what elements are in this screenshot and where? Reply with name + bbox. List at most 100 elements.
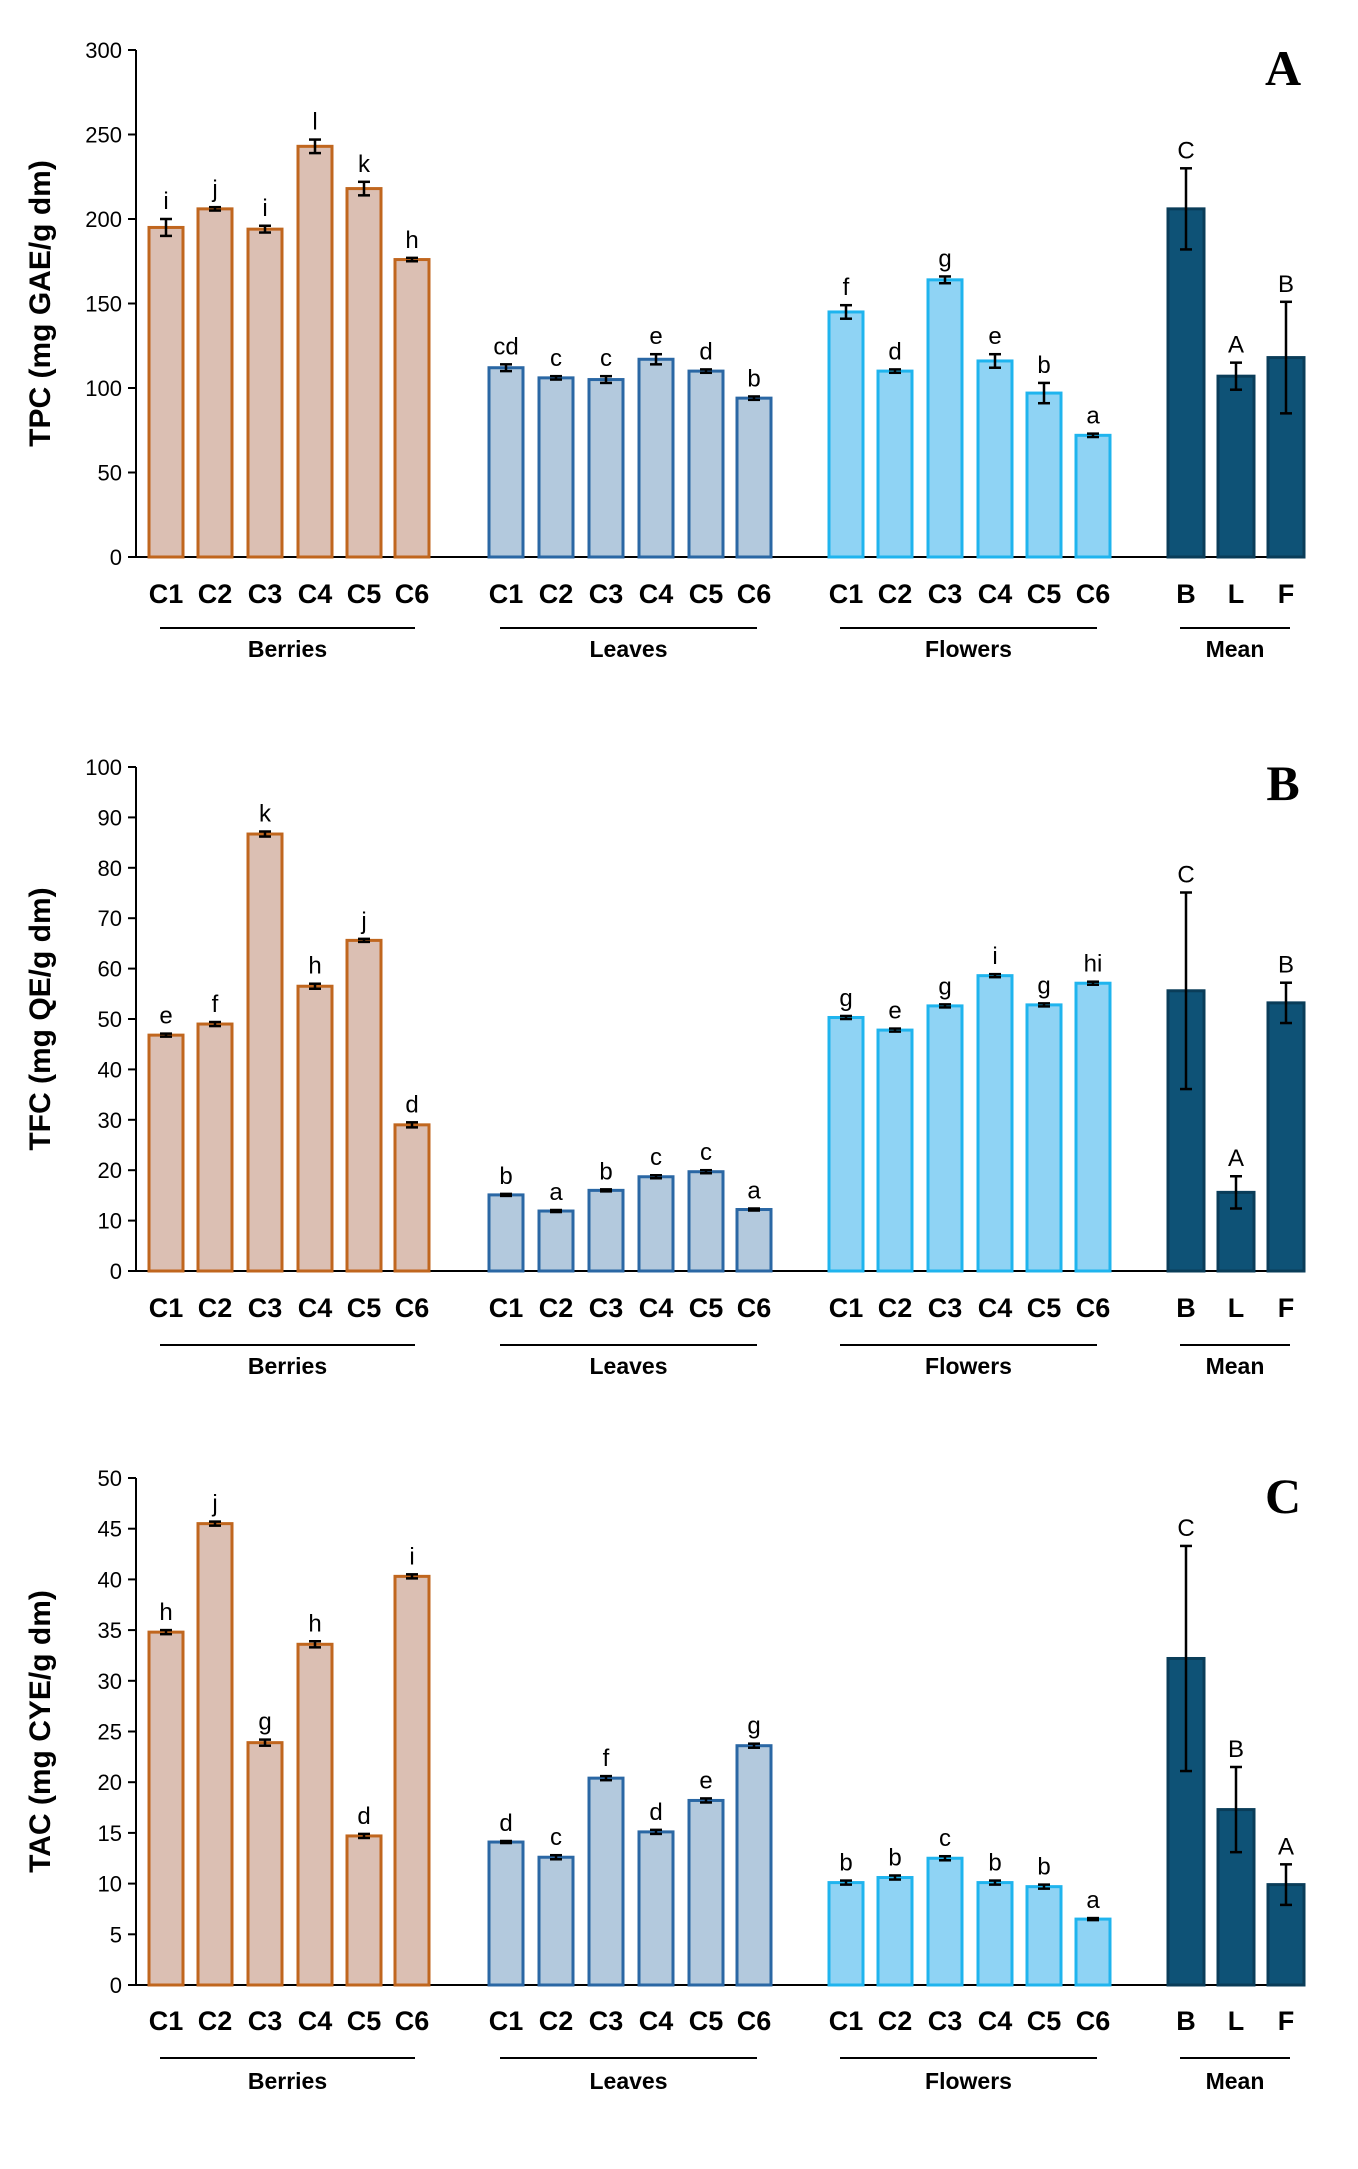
bar-berries-C1 [147,225,185,559]
significance-letter: B [1278,952,1294,979]
group-label: Berries [248,636,327,662]
significance-letter: c [650,1144,662,1171]
category-label: C6 [1076,1293,1111,1323]
significance-letter: c [550,345,562,372]
significance-letter: i [262,195,267,222]
significance-letter: C [1177,1515,1194,1542]
significance-letter: b [988,1850,1001,1877]
bar-berries-C4 [296,984,334,1273]
significance-letter: a [1086,403,1100,430]
y-tick-label: 250 [85,123,122,148]
significance-letter: f [843,274,850,301]
bar-berries-C5 [345,1834,383,1987]
category-label: C3 [248,2006,283,2036]
category-label: F [1278,1293,1295,1323]
group-label: Mean [1206,2068,1265,2094]
bar-flowers-C5 [1025,1885,1063,1987]
group-label: Leaves [589,1353,667,1379]
bar-flowers-C1 [827,1881,865,1987]
bar-leaves-C4 [637,1175,675,1273]
group-label: Berries [248,2068,327,2094]
bar-flowers-C6 [1074,981,1112,1273]
significance-letter: A [1228,332,1244,359]
bar-leaves-C6 [735,1208,773,1273]
category-label: C6 [395,2006,430,2036]
y-tick-label: 50 [98,1007,122,1032]
bar-berries-C2 [196,207,234,559]
group-label: Mean [1206,636,1265,662]
category-label: C5 [347,579,382,609]
bar-berries-C4 [296,144,334,559]
category-label: C1 [149,2006,184,2036]
category-label: C2 [198,1293,233,1323]
bar-mean-L [1216,1808,1256,1987]
significance-letter: d [405,1091,418,1118]
bar-flowers-C1 [827,1015,865,1273]
y-tick-label: 20 [98,1770,122,1795]
bar-flowers-C4 [976,974,1014,1273]
category-label: C6 [395,579,430,609]
significance-letter: A [1228,1145,1244,1172]
significance-letter: d [699,338,712,365]
y-tick-label: 70 [98,906,122,931]
significance-letter: d [888,338,901,365]
bar-flowers-C2 [876,1028,914,1273]
category-label: C5 [347,2006,382,2036]
category-label: C4 [639,579,674,609]
category-label: C1 [489,2006,524,2036]
y-tick-label: 80 [98,856,122,881]
significance-letter: g [839,985,852,1012]
category-label: C4 [298,2006,333,2036]
bar-flowers-C2 [876,1876,914,1987]
category-label: C5 [347,1293,382,1323]
group-label: Mean [1206,1353,1265,1379]
category-label: C6 [737,2006,772,2036]
significance-letter: a [1086,1887,1100,1914]
category-label: C5 [689,2006,724,2036]
category-label: C1 [829,579,864,609]
significance-letter: c [700,1139,712,1166]
significance-letter: e [888,998,901,1025]
significance-letter: C [1177,137,1194,164]
significance-letter: l [312,109,317,136]
category-label: C4 [639,1293,674,1323]
bar-berries-C1 [147,1033,185,1273]
significance-letter: b [1037,352,1050,379]
group-label: Flowers [925,2068,1012,2094]
bar-mean-F [1266,1883,1306,1987]
category-label: C5 [689,1293,724,1323]
category-label: B [1176,1293,1196,1323]
category-label: C2 [539,1293,574,1323]
bar-leaves-C6 [735,396,773,559]
bar-leaves-C5 [687,1798,725,1987]
y-axis-title: TFC (mg QE/g dm) [24,887,57,1150]
panel-B: 0 10 20 30 40 50 60 70 80 90 100 TFC (mg QE/g dm) Be… [24,755,1306,1379]
category-label: C5 [1027,579,1062,609]
panel-C: 0 5 10 15 20 25 30 35 40 45 50 TAC (mg CYE/g dm) Ch C… [24,1466,1306,2094]
category-label: C2 [198,2006,233,2036]
category-label: C4 [978,1293,1013,1323]
bar-leaves-C6 [735,1744,773,1987]
significance-letter: h [308,953,321,980]
category-label: C6 [1076,2006,1111,2036]
y-tick-label: 100 [85,376,122,401]
bar-berries-C6 [393,1574,431,1987]
group-label: Berries [248,1353,327,1379]
y-tick-label: 90 [98,805,122,830]
significance-letter: h [405,227,418,254]
significance-letter: hi [1084,951,1103,978]
significance-letter: j [211,1491,217,1518]
y-tick-label: 50 [98,1466,122,1491]
y-tick-label: 0 [110,1973,122,1998]
bar-flowers-C3 [926,1004,964,1273]
bar-berries-C5 [345,938,383,1273]
category-label: L [1228,2006,1245,2036]
y-tick-label: 50 [98,461,122,486]
significance-letter: j [211,176,217,203]
category-label: C3 [248,579,283,609]
category-label: C3 [928,2006,963,2036]
significance-letter: i [992,943,997,970]
significance-letter: e [988,323,1001,350]
bar-leaves-C2 [537,1855,575,1987]
bar-leaves-C4 [637,1830,675,1987]
